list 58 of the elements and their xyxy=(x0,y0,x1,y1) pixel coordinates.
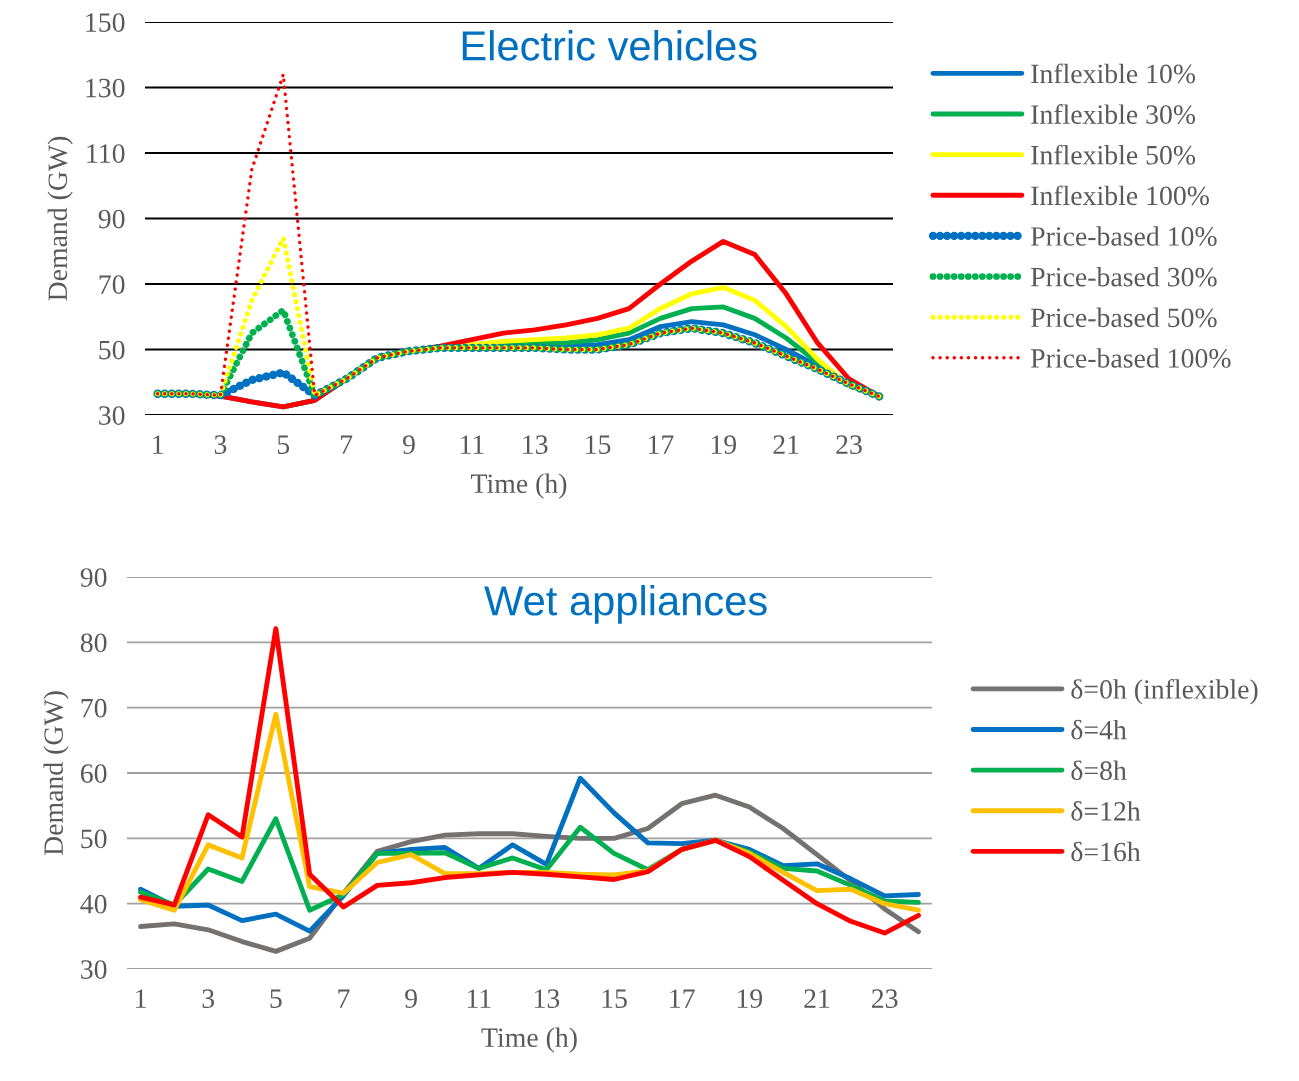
legend-label: δ=16h xyxy=(1071,841,1141,862)
line-series xyxy=(138,626,921,936)
y-tick-label: 150 xyxy=(86,13,125,32)
legend-label: Price-based 100% xyxy=(1030,348,1231,368)
x-tick-label: 21 xyxy=(804,989,830,1008)
y-axis-title: Demand (GW) xyxy=(47,136,73,301)
y-tick-label: 110 xyxy=(87,144,125,163)
x-tick-label: 7 xyxy=(338,989,350,1008)
x-tick-label: 3 xyxy=(202,989,215,1008)
x-tick-label: 3 xyxy=(214,435,227,454)
x-tick-label: 19 xyxy=(711,435,737,454)
x-tick-label: 9 xyxy=(405,989,417,1008)
legend-label: δ=4h xyxy=(1071,719,1127,740)
x-tick-label: 13 xyxy=(534,989,560,1008)
x-tick-label: 19 xyxy=(737,989,763,1008)
y-tick-label: 60 xyxy=(80,764,107,783)
legend-label: Inflexible 50% xyxy=(1031,144,1196,165)
x-tick-label: 15 xyxy=(602,989,627,1008)
x-tick-label: 11 xyxy=(467,989,491,1008)
y-tick-label: 40 xyxy=(80,894,107,914)
y-tick-label: 30 xyxy=(81,960,107,979)
legend-label: Price-based 50% xyxy=(1030,307,1217,328)
legend-label: δ=12h xyxy=(1071,801,1141,821)
legend-label: Inflexible 30% xyxy=(1031,104,1196,125)
x-tick-label: 17 xyxy=(670,989,695,1008)
y-tick-label: 130 xyxy=(86,78,125,98)
legend-label: Price-based 10% xyxy=(1030,226,1217,246)
x-axis-title: Time (h) xyxy=(481,1027,577,1053)
chart-title: Wet appliances xyxy=(484,585,767,624)
x-tick-label: 11 xyxy=(460,435,484,454)
x-tick-label: 5 xyxy=(277,435,290,454)
legend-label: δ=8h xyxy=(1071,760,1127,781)
x-tick-label: 7 xyxy=(341,435,353,454)
y-tick-label: 70 xyxy=(99,275,125,294)
x-tick-label: 15 xyxy=(586,435,611,454)
y-tick-label: 90 xyxy=(98,209,125,229)
x-tick-label: 9 xyxy=(402,435,415,454)
legend-label: Inflexible 100% xyxy=(1031,185,1209,206)
legend-label: δ=0h (inflexible) xyxy=(1071,678,1258,705)
chart-title: Electric vehicles xyxy=(462,30,757,61)
legend-label: Price-based 30% xyxy=(1030,266,1217,287)
x-tick-label: 13 xyxy=(523,435,548,454)
y-tick-label: 80 xyxy=(80,633,107,653)
legend-label: Inflexible 10% xyxy=(1031,63,1196,84)
y-tick-label: 30 xyxy=(99,406,125,425)
x-tick-label: 17 xyxy=(648,435,674,454)
y-tick-label: 50 xyxy=(81,829,107,849)
x-tick-label: 21 xyxy=(773,435,799,454)
x-tick-label: 1 xyxy=(136,989,146,1008)
x-axis-title: Time (h) xyxy=(471,473,567,499)
x-tick-label: 5 xyxy=(270,989,282,1008)
x-tick-label: 23 xyxy=(836,435,862,454)
y-tick-label: 90 xyxy=(80,568,107,587)
y-axis-title: Demand (GW) xyxy=(43,691,69,856)
y-tick-label: 50 xyxy=(99,340,125,360)
y-tick-label: 70 xyxy=(81,698,107,718)
x-tick-label: 23 xyxy=(871,989,898,1008)
x-tick-label: 1 xyxy=(153,435,163,454)
